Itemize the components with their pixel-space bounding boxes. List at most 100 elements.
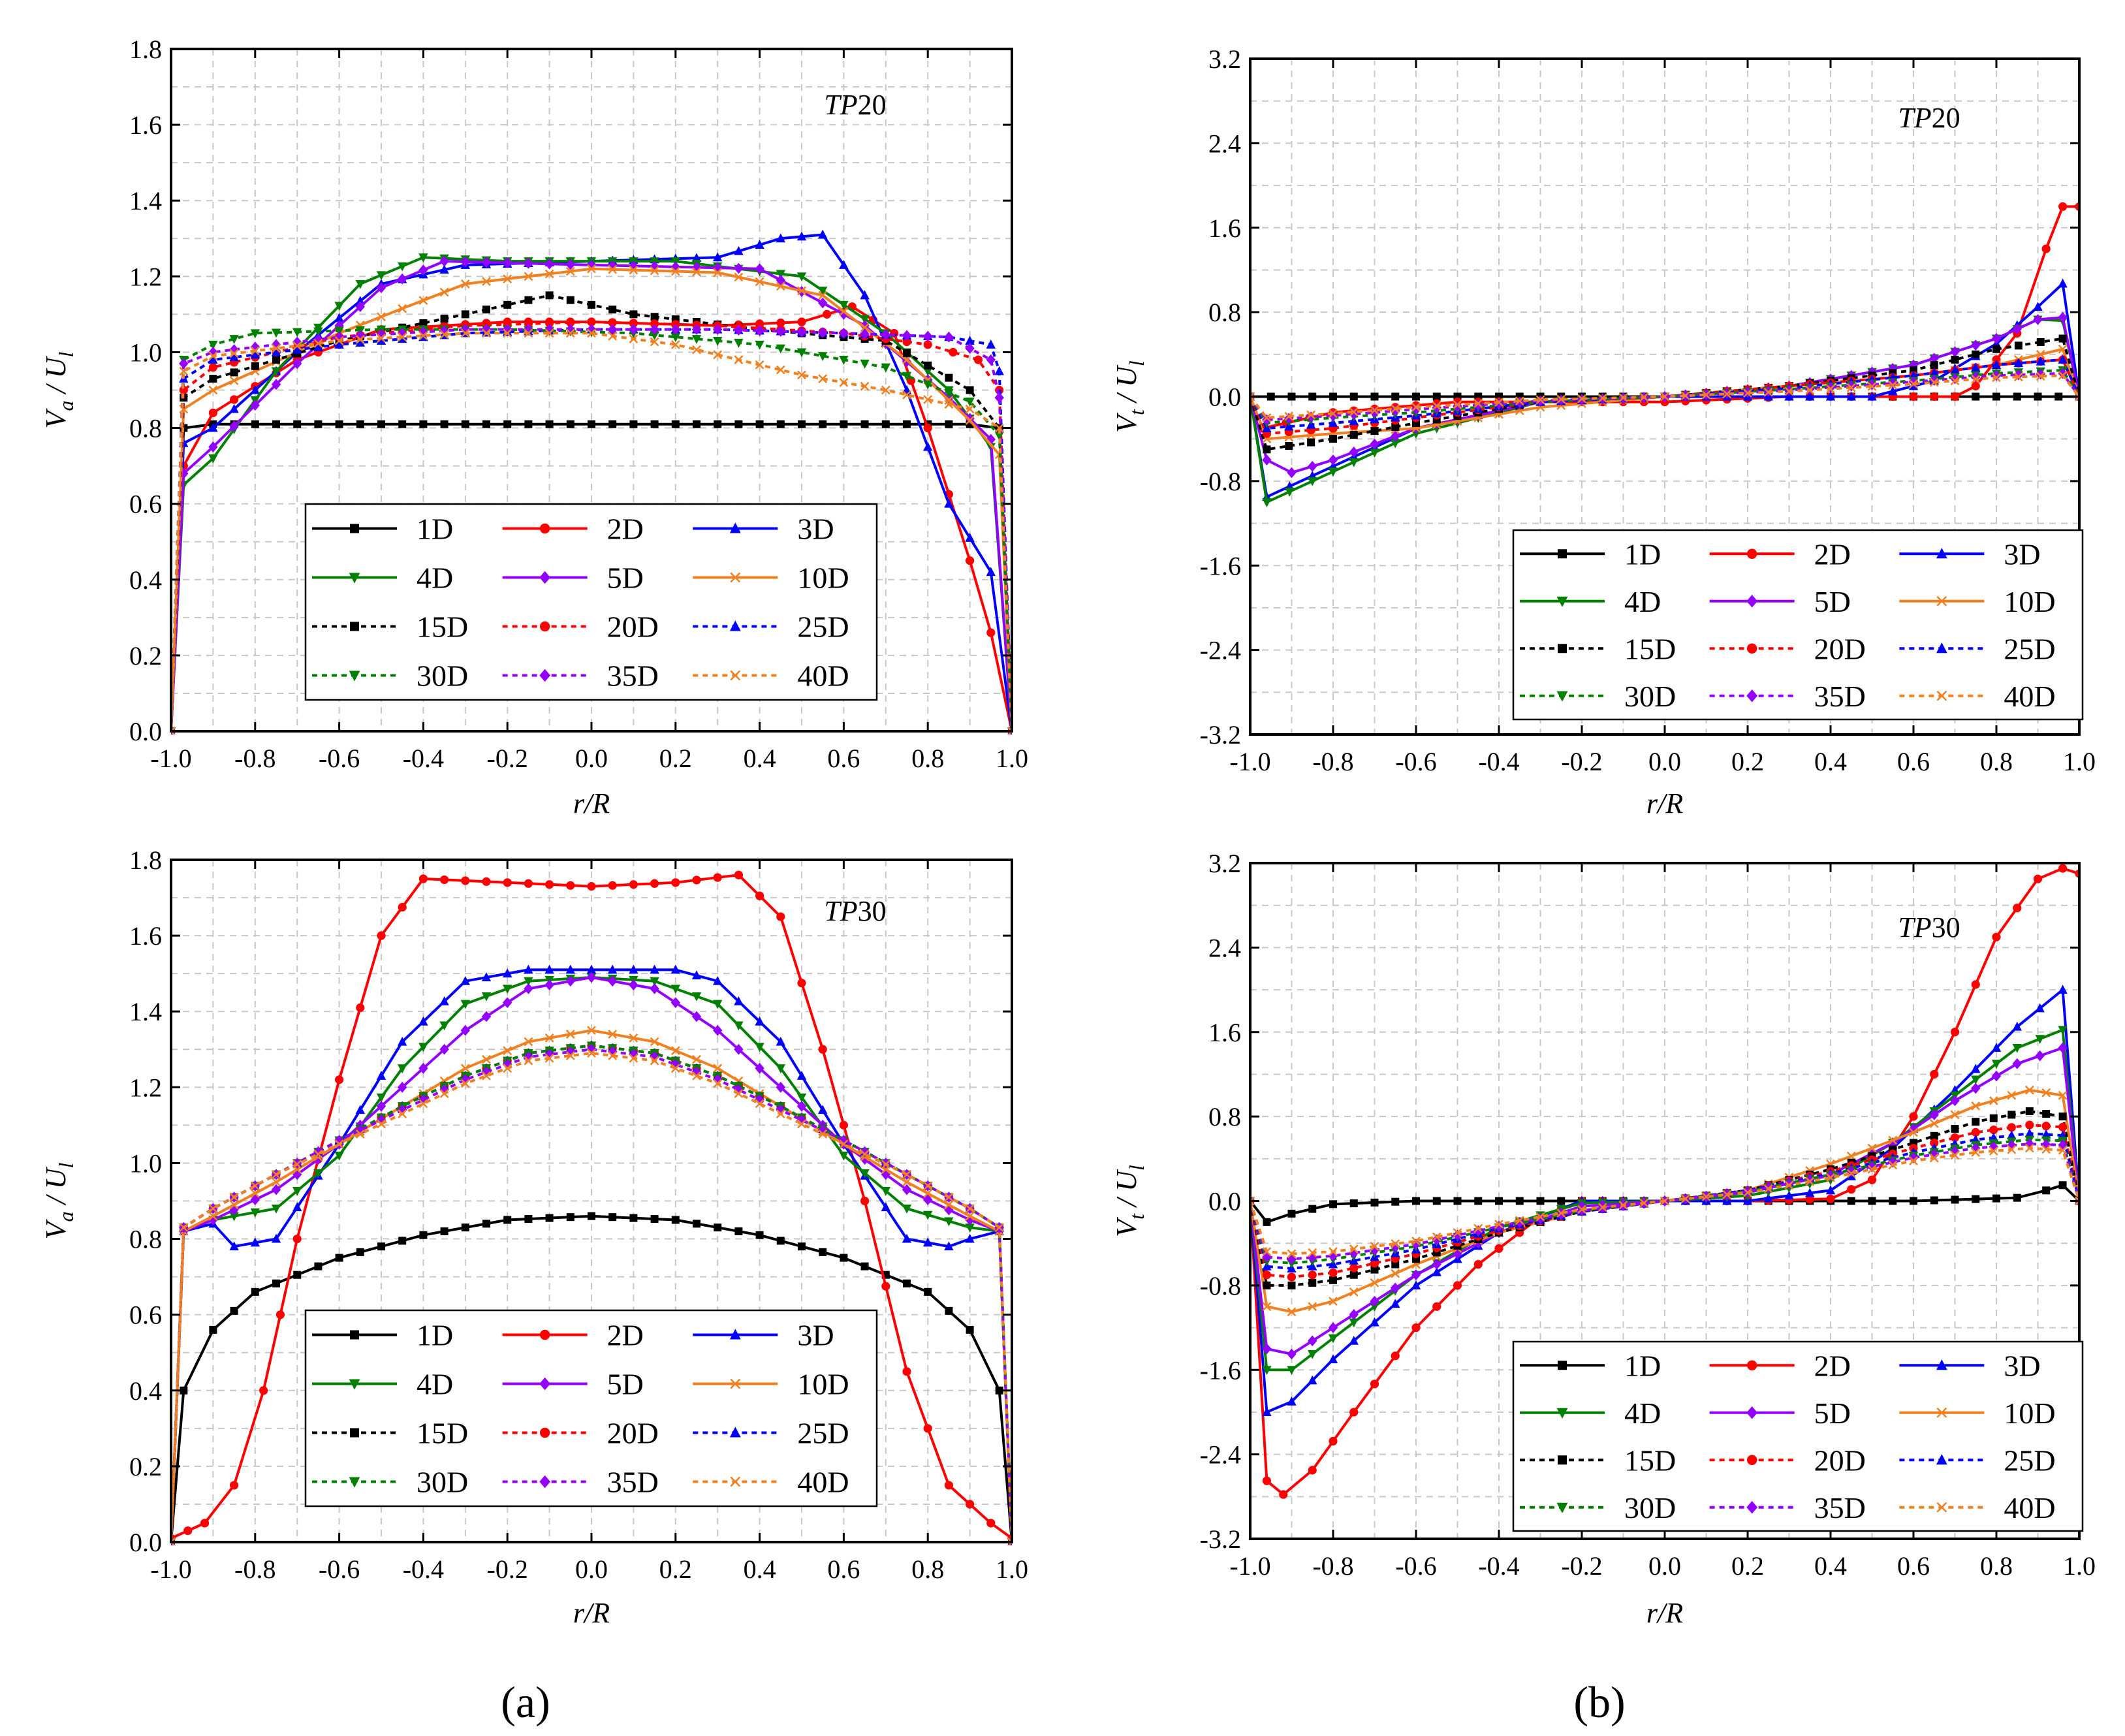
legend-item-10D: 10D bbox=[1899, 1397, 2056, 1430]
data-point-30D bbox=[713, 337, 723, 346]
data-point-15D bbox=[251, 362, 259, 370]
data-point-10D bbox=[734, 272, 744, 282]
data-point-5D bbox=[229, 420, 239, 432]
data-point-35D bbox=[439, 325, 449, 336]
data-point-40D bbox=[524, 1056, 533, 1065]
data-point-5D bbox=[1391, 1282, 1400, 1294]
data-point-10D bbox=[208, 385, 218, 395]
data-point-20D bbox=[524, 319, 533, 328]
legend-marker-3D bbox=[729, 522, 741, 533]
series-line-35D bbox=[171, 328, 1012, 732]
data-point-3D bbox=[250, 385, 260, 394]
data-point-4D bbox=[818, 287, 828, 296]
data-point-5D bbox=[1391, 430, 1400, 442]
data-point-15D bbox=[1992, 345, 2000, 353]
data-point-5D bbox=[1888, 1137, 1898, 1148]
data-point-40D bbox=[1618, 393, 1628, 403]
legend-item-30D: 30D bbox=[312, 659, 468, 693]
data-point-35D bbox=[2058, 368, 2068, 379]
x-axis-label: r/R bbox=[573, 787, 610, 819]
data-point-40D bbox=[713, 350, 723, 360]
series-group bbox=[171, 229, 1012, 734]
data-point-4D bbox=[418, 253, 428, 263]
legend-label: 15D bbox=[1624, 1444, 1676, 1477]
data-point-4D bbox=[1991, 1060, 2002, 1069]
legend-item-20D: 20D bbox=[502, 1417, 659, 1450]
data-point-2D bbox=[1930, 392, 1939, 402]
data-point-20D bbox=[587, 317, 596, 326]
data-point-2D bbox=[1909, 392, 1918, 402]
data-point-3D bbox=[1888, 386, 1898, 396]
data-point-4D bbox=[860, 1169, 870, 1178]
data-point-5D bbox=[734, 262, 744, 274]
legend-item-15D: 15D bbox=[1520, 1444, 1676, 1477]
x-tick-label: 0.4 bbox=[744, 744, 776, 773]
data-point-5D bbox=[1888, 362, 1898, 374]
data-point-10D bbox=[229, 1200, 239, 1210]
data-point-2D bbox=[335, 1075, 344, 1084]
data-point-40D bbox=[1909, 379, 1918, 388]
data-point-35D bbox=[881, 329, 890, 341]
data-point-2D bbox=[860, 1196, 870, 1206]
data-point-1D bbox=[440, 420, 449, 428]
data-point-5D bbox=[1328, 454, 1338, 466]
data-point-40D bbox=[1349, 407, 1359, 417]
data-point-15D bbox=[482, 306, 490, 314]
data-point-4D bbox=[755, 1043, 764, 1052]
data-point-10D bbox=[650, 1037, 659, 1047]
data-point-30D bbox=[271, 328, 281, 338]
data-point-35D bbox=[460, 324, 470, 336]
data-point-1D bbox=[1432, 1197, 1441, 1205]
data-point-2D bbox=[776, 912, 785, 921]
data-point-40D bbox=[1846, 1169, 1856, 1178]
data-point-35D bbox=[1929, 375, 1939, 386]
data-point-35D bbox=[1888, 377, 1898, 389]
data-point-15D bbox=[1989, 1114, 1998, 1122]
data-point-10D bbox=[965, 1211, 975, 1221]
data-point-4D bbox=[902, 1205, 912, 1214]
data-point-35D bbox=[776, 1104, 785, 1116]
data-point-15D bbox=[566, 296, 575, 304]
data-point-40D bbox=[482, 1071, 491, 1081]
legend-item-1D: 1D bbox=[1520, 1349, 1661, 1382]
data-point-35D bbox=[1971, 1143, 1981, 1154]
data-point-3D bbox=[796, 231, 807, 241]
data-point-15D bbox=[2007, 1111, 2016, 1119]
data-point-40D bbox=[1826, 1173, 1835, 1182]
legend-marker-30D bbox=[1556, 691, 1568, 702]
legend-marker-3D bbox=[1936, 1359, 1947, 1370]
data-point-2D bbox=[823, 309, 832, 319]
data-point-4D bbox=[923, 1210, 933, 1220]
data-point-25D bbox=[250, 349, 260, 359]
y-tick-label: 0.0 bbox=[1208, 383, 1241, 412]
legend-item-35D: 35D bbox=[502, 1466, 659, 1499]
data-point-1D bbox=[209, 1325, 217, 1334]
data-point-2D bbox=[1391, 1351, 1400, 1361]
data-point-2D bbox=[200, 1519, 210, 1528]
data-point-40D bbox=[1370, 405, 1379, 415]
data-point-20D bbox=[949, 347, 958, 357]
data-point-3D bbox=[1805, 391, 1815, 401]
data-point-5D bbox=[439, 255, 449, 267]
legend: 1D 2D 3D 4D 5D 10D 15D 20D 25D 30D 35D 40D bbox=[1512, 1340, 2084, 1532]
data-point-4D bbox=[313, 1169, 323, 1178]
data-point-35D bbox=[250, 341, 260, 353]
data-point-5D bbox=[1929, 1109, 1939, 1120]
data-point-30D bbox=[965, 397, 975, 407]
data-point-4D bbox=[2012, 1044, 2022, 1053]
legend-item-40D: 40D bbox=[1899, 680, 2056, 713]
data-point-3D bbox=[818, 229, 828, 239]
data-point-4D bbox=[776, 270, 785, 279]
data-point-20D bbox=[923, 340, 932, 349]
data-point-35D bbox=[839, 328, 849, 339]
data-point-35D bbox=[1908, 1152, 1919, 1163]
data-point-1D bbox=[995, 1386, 1003, 1395]
data-point-2D bbox=[1473, 1259, 1483, 1269]
data-point-10D bbox=[860, 323, 870, 332]
data-point-40D bbox=[734, 1089, 744, 1098]
y-tick-label: 0.4 bbox=[129, 565, 162, 595]
legend-label: 40D bbox=[797, 1466, 849, 1499]
data-point-40D bbox=[1432, 401, 1441, 411]
legend-label: 5D bbox=[1814, 585, 1851, 618]
data-point-4D bbox=[376, 271, 386, 281]
